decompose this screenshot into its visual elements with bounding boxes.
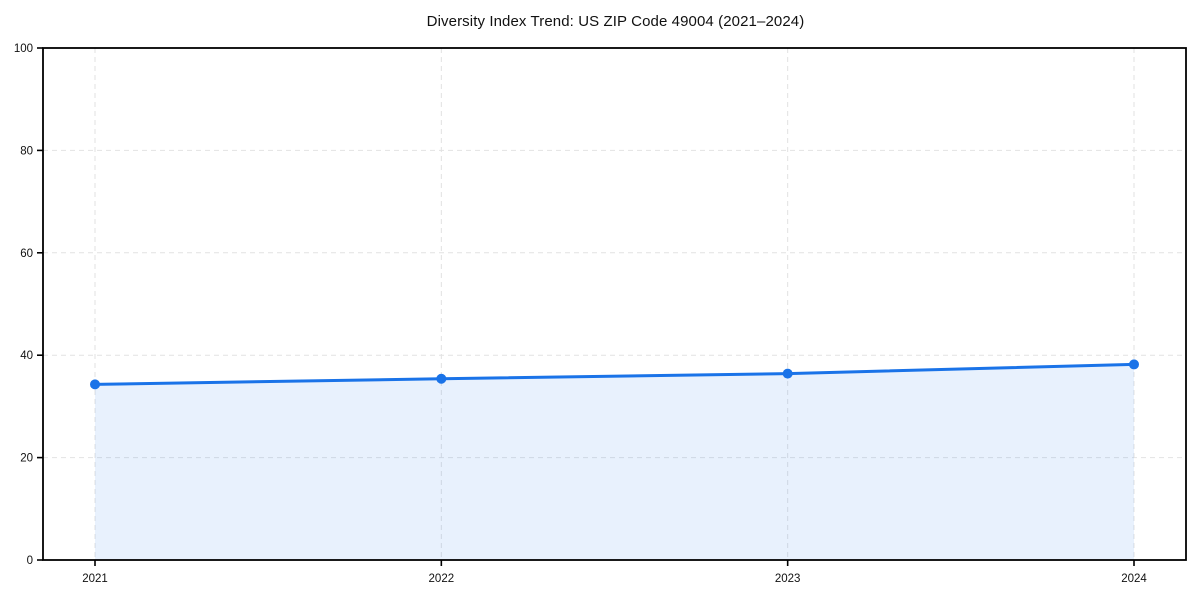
x-tick-label: 2024 [1121, 573, 1147, 585]
area-fill [95, 364, 1134, 560]
y-tick-label: 100 [14, 43, 33, 55]
data-point-marker [90, 379, 100, 390]
y-tick-label: 80 [20, 145, 33, 157]
chart-title: Diversity Index Trend: US ZIP Code 49004… [426, 13, 805, 30]
axes-spines [42, 47, 1187, 561]
x-tick-label: 2023 [775, 573, 801, 585]
trend-line [93, 362, 1136, 386]
data-point-marker [782, 368, 793, 379]
x-tick-label: 2021 [82, 573, 108, 585]
y-tick-label: 60 [20, 248, 33, 260]
y-tick-label: 20 [20, 453, 33, 465]
y-tick-label: 40 [20, 350, 33, 362]
data-point-marker [1129, 359, 1139, 370]
x-tick-label: 2022 [429, 573, 455, 585]
y-tick-label: 0 [27, 555, 33, 567]
data-point-marker [436, 373, 447, 384]
